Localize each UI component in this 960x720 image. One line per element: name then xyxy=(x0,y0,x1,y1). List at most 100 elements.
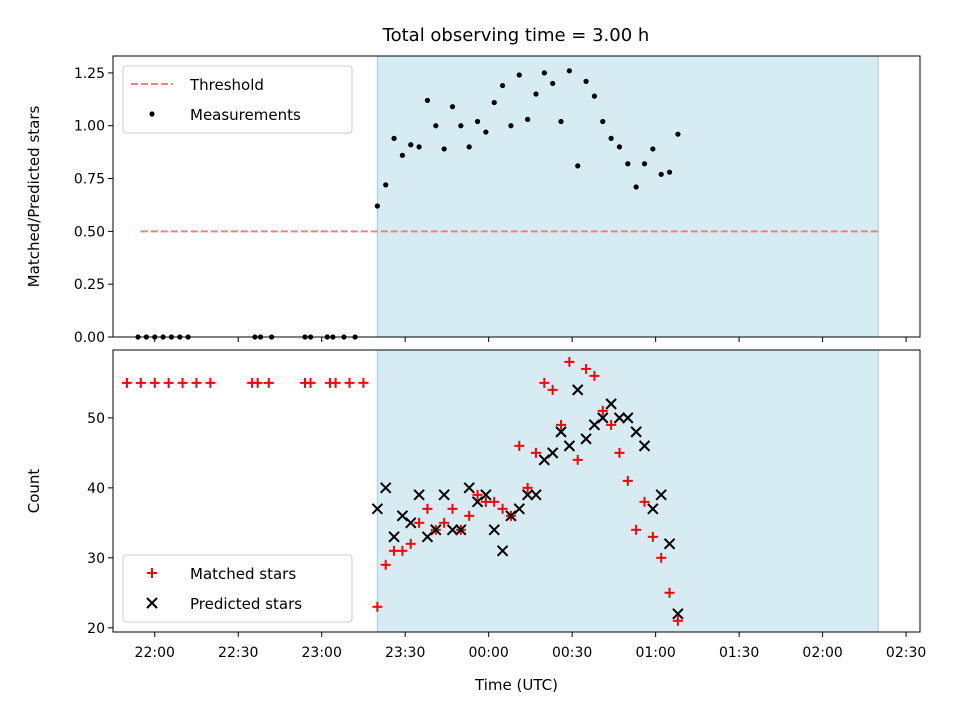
y-axis-label: Count xyxy=(25,469,43,514)
data-point xyxy=(572,384,584,396)
data-point xyxy=(489,496,500,507)
y-tick-label: 30 xyxy=(87,551,105,567)
chart-title: Total observing time = 3.00 h xyxy=(382,25,650,46)
data-point xyxy=(424,97,431,103)
data-point xyxy=(546,447,559,459)
plot-frame xyxy=(112,349,921,633)
data-point xyxy=(522,482,533,493)
data-point xyxy=(672,615,683,626)
data-point xyxy=(455,524,467,536)
data-point xyxy=(389,545,400,556)
data-point xyxy=(372,601,383,612)
legend-swatch xyxy=(147,568,157,578)
data-point xyxy=(664,587,675,598)
top-panel: 0.00 0.25 0.50 0.75 1.00 1.25 Matched/Predicte… xyxy=(25,55,921,346)
data-point xyxy=(605,398,617,410)
data-point xyxy=(547,384,558,395)
y-tick-label: 20 xyxy=(87,621,105,637)
data-point xyxy=(388,531,400,543)
data-point xyxy=(464,510,475,521)
data-point xyxy=(606,419,617,430)
data-point xyxy=(650,146,656,152)
x-tick-label: 02:00 xyxy=(802,645,842,661)
x-tick-label: 01:00 xyxy=(635,645,675,661)
data-point xyxy=(449,104,456,110)
legend: Threshold Measurements xyxy=(122,65,353,134)
data-point xyxy=(380,559,391,570)
data-point xyxy=(263,377,274,388)
data-point xyxy=(480,496,491,507)
data-point xyxy=(438,489,450,501)
data-point xyxy=(622,475,633,486)
data-point xyxy=(631,524,642,535)
data-point xyxy=(358,377,369,388)
data-point xyxy=(572,454,583,465)
data-point xyxy=(583,78,589,84)
y-tick-label: 40 xyxy=(87,481,105,497)
legend-swatch xyxy=(149,111,155,117)
data-point xyxy=(622,412,634,424)
data-point xyxy=(447,503,458,514)
data-point xyxy=(563,440,576,452)
data-point xyxy=(466,144,472,150)
legend-entry: Matched stars xyxy=(147,565,296,583)
data-point xyxy=(525,116,531,122)
data-point xyxy=(446,524,459,536)
legend-box xyxy=(122,554,353,623)
data-point xyxy=(458,123,464,129)
data-point xyxy=(441,146,447,152)
data-point xyxy=(439,517,450,528)
data-point xyxy=(405,517,417,529)
data-point xyxy=(474,118,481,125)
x-tick-label: 23:00 xyxy=(302,645,342,661)
legend-swatch xyxy=(146,597,158,609)
data-point xyxy=(514,440,525,451)
data-point xyxy=(433,123,439,129)
x-tick-label: 01:30 xyxy=(719,645,759,661)
data-point xyxy=(591,93,598,99)
data-point xyxy=(513,503,525,515)
data-point xyxy=(330,377,341,388)
y-tick-label: 0.25 xyxy=(74,277,105,293)
data-point xyxy=(497,503,508,514)
data-point xyxy=(413,489,425,501)
data-point xyxy=(539,377,550,388)
data-point xyxy=(663,538,676,550)
data-point xyxy=(556,419,567,430)
data-point xyxy=(483,129,489,135)
data-point xyxy=(675,131,681,137)
bottom-panel: 20 30 40 50 22:00 22:30 23:00 23:30 00:00 00:30 01… xyxy=(25,349,926,694)
data-point xyxy=(633,184,639,190)
data-point xyxy=(613,412,626,424)
data-point xyxy=(252,377,263,388)
data-point xyxy=(422,503,433,514)
data-point xyxy=(472,489,483,500)
x-axis-label: Time (UTC) xyxy=(474,676,558,694)
data-point xyxy=(149,377,160,388)
data-point xyxy=(597,405,608,416)
data-point xyxy=(491,99,497,106)
data-point xyxy=(488,524,500,536)
data-point xyxy=(658,171,664,177)
data-point xyxy=(121,377,132,388)
data-point xyxy=(205,377,216,388)
data-point xyxy=(399,152,406,158)
data-point xyxy=(550,80,556,87)
data-point xyxy=(638,440,651,452)
x-tick-label: 00:00 xyxy=(468,645,508,661)
data-point xyxy=(344,377,355,388)
data-point xyxy=(380,482,392,494)
data-point xyxy=(305,377,316,388)
data-point xyxy=(581,363,592,374)
data-point xyxy=(508,123,514,129)
legend-label: Threshold xyxy=(189,76,264,94)
data-point xyxy=(600,118,606,125)
data-point xyxy=(496,545,509,557)
data-point xyxy=(558,118,564,125)
data-point xyxy=(177,377,188,388)
legend: Matched stars Predicted stars xyxy=(122,554,353,623)
legend-entry: Predicted stars xyxy=(146,595,302,613)
x-tick-label: 22:30 xyxy=(218,645,258,661)
data-point xyxy=(597,412,609,424)
